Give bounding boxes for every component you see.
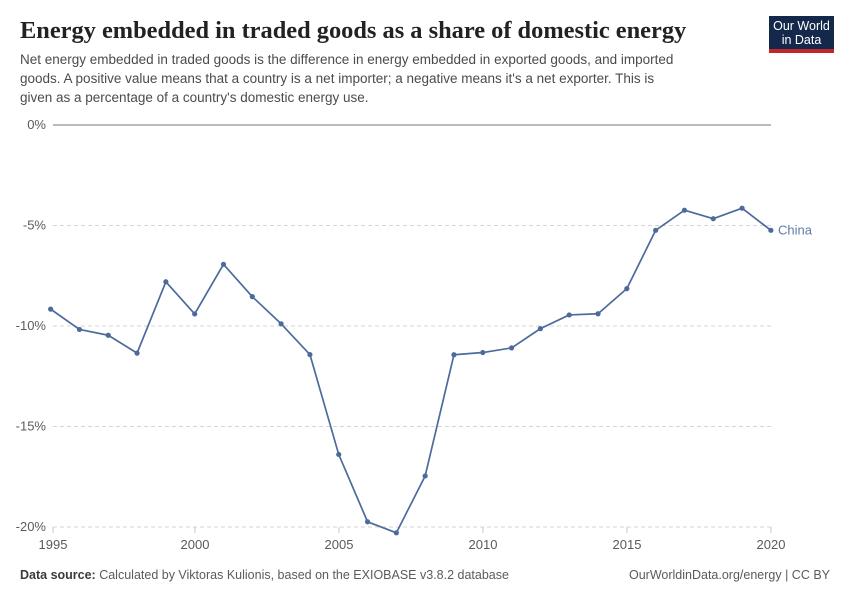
svg-text:2015: 2015 <box>613 537 642 552</box>
svg-text:-10%: -10% <box>16 318 47 333</box>
svg-text:-5%: -5% <box>23 218 47 233</box>
svg-text:China: China <box>778 223 813 238</box>
svg-text:0%: 0% <box>27 117 46 132</box>
svg-text:-15%: -15% <box>16 419 47 434</box>
svg-text:2020: 2020 <box>757 537 786 552</box>
svg-text:-20%: -20% <box>16 519 47 534</box>
svg-text:2005: 2005 <box>325 537 354 552</box>
svg-text:2000: 2000 <box>181 537 210 552</box>
svg-text:2010: 2010 <box>469 537 498 552</box>
svg-text:1995: 1995 <box>39 537 68 552</box>
